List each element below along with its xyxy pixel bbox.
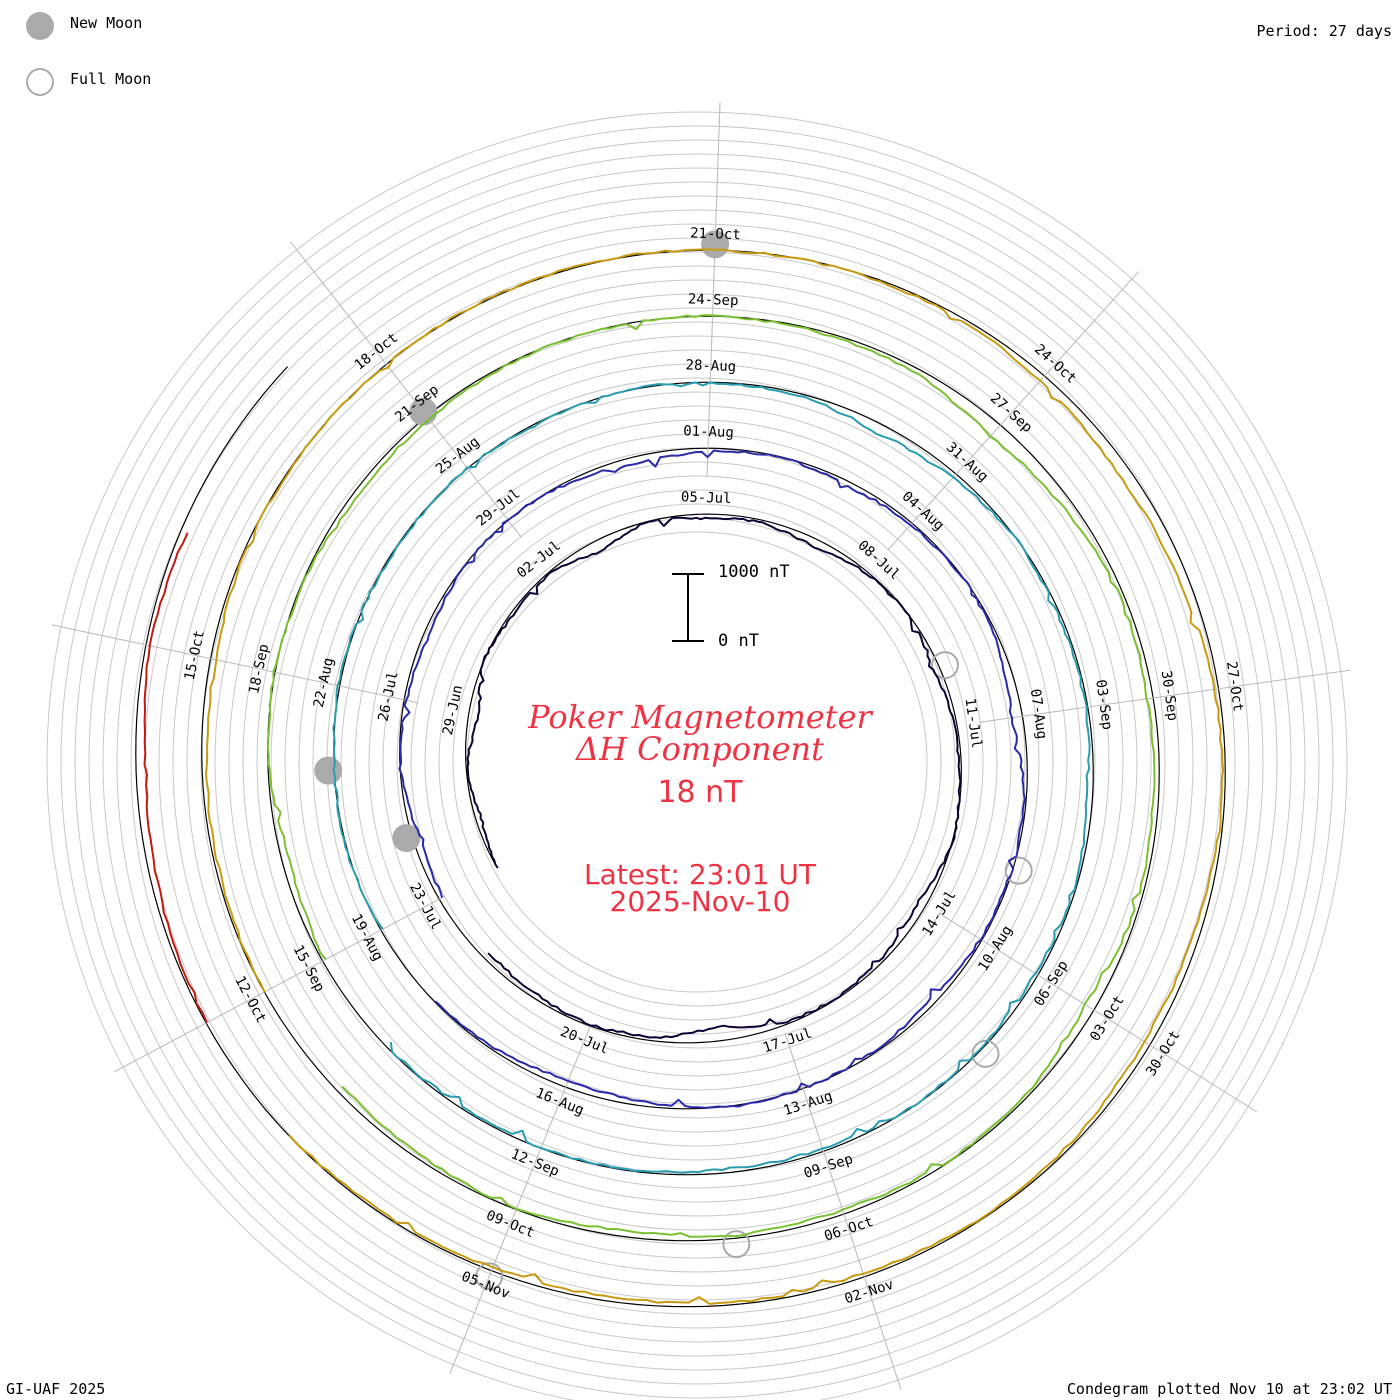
date-tick-label: 19-Aug <box>348 911 386 963</box>
date-tick-label: 12-Oct <box>231 974 269 1026</box>
latest-time: Latest: 23:01 UT <box>583 858 817 891</box>
scale-bar <box>672 573 704 642</box>
date-tick-label: 05-Nov <box>459 1269 512 1303</box>
grid-ring <box>228 293 1166 1231</box>
new-moon-marker <box>701 230 730 259</box>
date-tick-label: 08-Jul <box>854 537 902 583</box>
full-moon-marker <box>1004 856 1033 885</box>
day-spoke <box>784 1032 902 1390</box>
day-spoke <box>290 241 522 538</box>
full-moon-label: Full Moon <box>70 70 152 88</box>
grid-ring <box>270 335 1124 1189</box>
scale-top-label: 1000 nT <box>718 562 790 582</box>
series-line-cycle-4 <box>266 314 1156 1238</box>
grid-ring <box>214 279 1180 1245</box>
grid-ring <box>172 237 1222 1287</box>
full-moon-icon <box>26 68 54 96</box>
grid-ring <box>130 195 1264 1329</box>
grid-ring <box>158 223 1236 1301</box>
chart-title: Poker Magnetometer <box>528 698 872 736</box>
scale-bottom-label: 0 nT <box>718 631 759 651</box>
date-tick-label: 15-Sep <box>290 943 328 995</box>
grid-ring <box>256 321 1138 1203</box>
day-spoke <box>51 624 419 704</box>
date-tick-label: 01-Aug <box>683 423 734 441</box>
date-tick-label: 03-Sep <box>1092 679 1115 731</box>
date-tick-label: 24-Sep <box>688 291 739 309</box>
date-tick-label: 15-Oct <box>182 629 208 682</box>
grid-ring <box>438 503 956 1021</box>
grid-ring <box>396 461 998 1063</box>
date-tick-label: 11-Jul <box>962 697 985 749</box>
series-line-cycle-2 <box>398 449 1026 1109</box>
date-tick-label: 02-Jul <box>514 538 564 582</box>
date-tick-label: 27-Oct <box>1223 660 1246 712</box>
date-tick-label: 31-Aug <box>943 439 991 485</box>
date-tick-label: 28-Aug <box>685 357 736 375</box>
grid-ring <box>200 265 1194 1259</box>
day-spoke <box>114 895 446 1073</box>
day-spoke <box>706 102 721 478</box>
grid-ring <box>186 251 1208 1273</box>
date-tick-label: 30-Sep <box>1158 670 1181 722</box>
grid-ring <box>116 181 1278 1343</box>
grid-ring <box>312 377 1082 1147</box>
day-spoke <box>979 669 1351 723</box>
legend-new-moon: New Moon <box>26 12 142 40</box>
footer-credit: GI-UAF 2025 <box>6 1380 106 1398</box>
grid-ring <box>424 489 970 1035</box>
date-tick-label: 25-Aug <box>433 434 483 478</box>
spoke-layer <box>51 102 1351 1390</box>
day-spoke <box>449 1026 591 1375</box>
grid-ring <box>46 111 1348 1400</box>
grid-ring <box>340 405 1054 1119</box>
latest-date: 2025-Nov-10 <box>609 885 791 918</box>
grid-ring <box>466 531 928 993</box>
grid-ring <box>368 433 1026 1091</box>
grid-ring <box>410 475 984 1049</box>
footer-plotted: Condegram plotted Nov 10 at 23:02 UT <box>1066 1380 1392 1398</box>
grid-layer <box>46 111 1348 1400</box>
date-tick-label: 05-Jul <box>681 489 732 507</box>
date-tick-label: 27-Sep <box>987 390 1035 436</box>
date-tick-label: 07-Aug <box>1027 688 1050 740</box>
chart-subtitle: ΔH Component <box>575 730 825 768</box>
period-label: Period: 27 days <box>1256 22 1392 40</box>
full-moon-marker <box>475 1262 504 1291</box>
series-line-cycle-5 <box>205 248 1225 1305</box>
series-line-cycle-3 <box>332 381 1091 1174</box>
new-moon-marker <box>392 824 421 853</box>
new-moon-label: New Moon <box>70 14 143 32</box>
day-spoke <box>938 912 1257 1113</box>
full-moon-marker <box>930 651 959 680</box>
grid-ring <box>60 125 1334 1399</box>
series-line-cycle-6 <box>143 532 208 1023</box>
grid-ring <box>354 419 1040 1105</box>
date-tick-label: 10-Aug <box>975 923 1015 974</box>
day-spoke <box>887 271 1139 551</box>
series-layer <box>143 248 1225 1305</box>
grid-ring <box>88 153 1306 1371</box>
grid-ring <box>102 167 1292 1357</box>
series-line-cycle-1 <box>466 516 962 1039</box>
grid-ring <box>298 363 1096 1161</box>
new-moon-icon <box>26 12 54 40</box>
grid-ring <box>74 139 1320 1385</box>
legend-full-moon: Full Moon <box>26 68 151 96</box>
date-tick-label: 21-Oct <box>690 225 741 243</box>
full-moon-marker <box>722 1230 751 1259</box>
current-level: 18 nT <box>657 775 743 810</box>
full-moon-marker <box>971 1039 1000 1068</box>
grid-ring <box>242 307 1152 1217</box>
date-tick-label: 18-Sep <box>246 643 272 696</box>
